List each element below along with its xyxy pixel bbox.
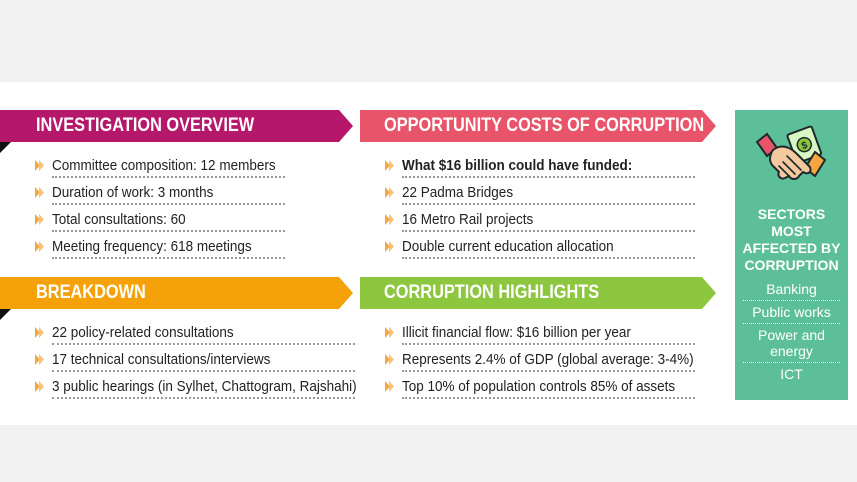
chevron-right-icon [35, 327, 44, 338]
sector-item: Public works [743, 301, 840, 324]
list-item: Illicit financial flow: $16 billion per … [383, 320, 695, 347]
investigation-list: Committee composition: 12 members Durati… [33, 153, 285, 261]
list-item: Meeting frequency: 618 meetings [33, 234, 285, 261]
corruption-highlights-title: CORRUPTION HIGHLIGHTS [384, 282, 600, 303]
sidebar-title-line: SECTORS [757, 206, 826, 222]
list-item: 3 public hearings (in Sylhet, Chattogram… [33, 374, 357, 401]
chevron-right-icon [385, 241, 394, 252]
chevron-right-icon [385, 214, 394, 225]
sector-item: ICT [780, 366, 803, 382]
list-item: Duration of work: 3 months [33, 180, 285, 207]
chevron-right-icon [385, 381, 394, 392]
sectors-sidebar: $ SECTORS MOST AFFECTED BY CORRUPTION Ba… [735, 110, 848, 400]
banner-fold-shadow [0, 309, 11, 320]
list-item: 16 Metro Rail projects [383, 207, 695, 234]
investigation-overview-banner: INVESTIGATION OVERVIEW [0, 110, 353, 142]
list-item: Total consultations: 60 [33, 207, 285, 234]
sectors-list: Banking Public works Power and energy IC… [743, 278, 840, 385]
highlights-list: Illicit financial flow: $16 billion per … [383, 320, 695, 401]
list-item: Top 10% of population controls 85% of as… [383, 374, 695, 401]
sector-item: Power and energy [743, 324, 840, 363]
sidebar-title: SECTORS MOST AFFECTED BY CORRUPTION [735, 206, 848, 274]
list-item: Represents 2.4% of GDP (global average: … [383, 347, 695, 374]
breakdown-banner: BREAKDOWN [0, 277, 353, 309]
svg-text:$: $ [800, 140, 809, 152]
chevron-right-icon [35, 241, 44, 252]
handshake-money-icon: $ [755, 125, 827, 180]
breakdown-title: BREAKDOWN [36, 282, 146, 303]
chevron-right-icon [35, 214, 44, 225]
chevron-right-icon [385, 354, 394, 365]
list-item: Committee composition: 12 members [33, 153, 285, 180]
chevron-right-icon [35, 187, 44, 198]
corruption-highlights-banner: CORRUPTION HIGHLIGHTS [360, 277, 716, 309]
sector-item: Banking [743, 278, 840, 301]
sidebar-title-line: MOST [771, 223, 812, 239]
opportunity-list: What $16 billion could have funded: 22 P… [383, 153, 695, 261]
chevron-right-icon [35, 354, 44, 365]
list-item: What $16 billion could have funded: [383, 153, 695, 180]
chevron-right-icon [385, 327, 394, 338]
chevron-right-icon [385, 160, 394, 171]
sidebar-title-line: AFFECTED BY [742, 240, 841, 256]
chevron-right-icon [385, 187, 394, 198]
sidebar-title-line: CORRUPTION [744, 257, 839, 273]
opportunity-costs-banner: OPPORTUNITY COSTS OF CORRUPTION [360, 110, 716, 142]
chevron-right-icon [35, 160, 44, 171]
opportunity-costs-title: OPPORTUNITY COSTS OF CORRUPTION [384, 115, 705, 136]
list-item: 17 technical consultations/interviews [33, 347, 355, 374]
list-item: 22 Padma Bridges [383, 180, 695, 207]
banner-fold-shadow [0, 142, 11, 153]
list-item: Double current education allocation [383, 234, 695, 261]
chevron-right-icon [35, 381, 44, 392]
investigation-overview-title: INVESTIGATION OVERVIEW [36, 115, 255, 136]
list-item: 22 policy-related consultations [33, 320, 355, 347]
breakdown-list: 22 policy-related consultations 17 techn… [33, 320, 357, 401]
